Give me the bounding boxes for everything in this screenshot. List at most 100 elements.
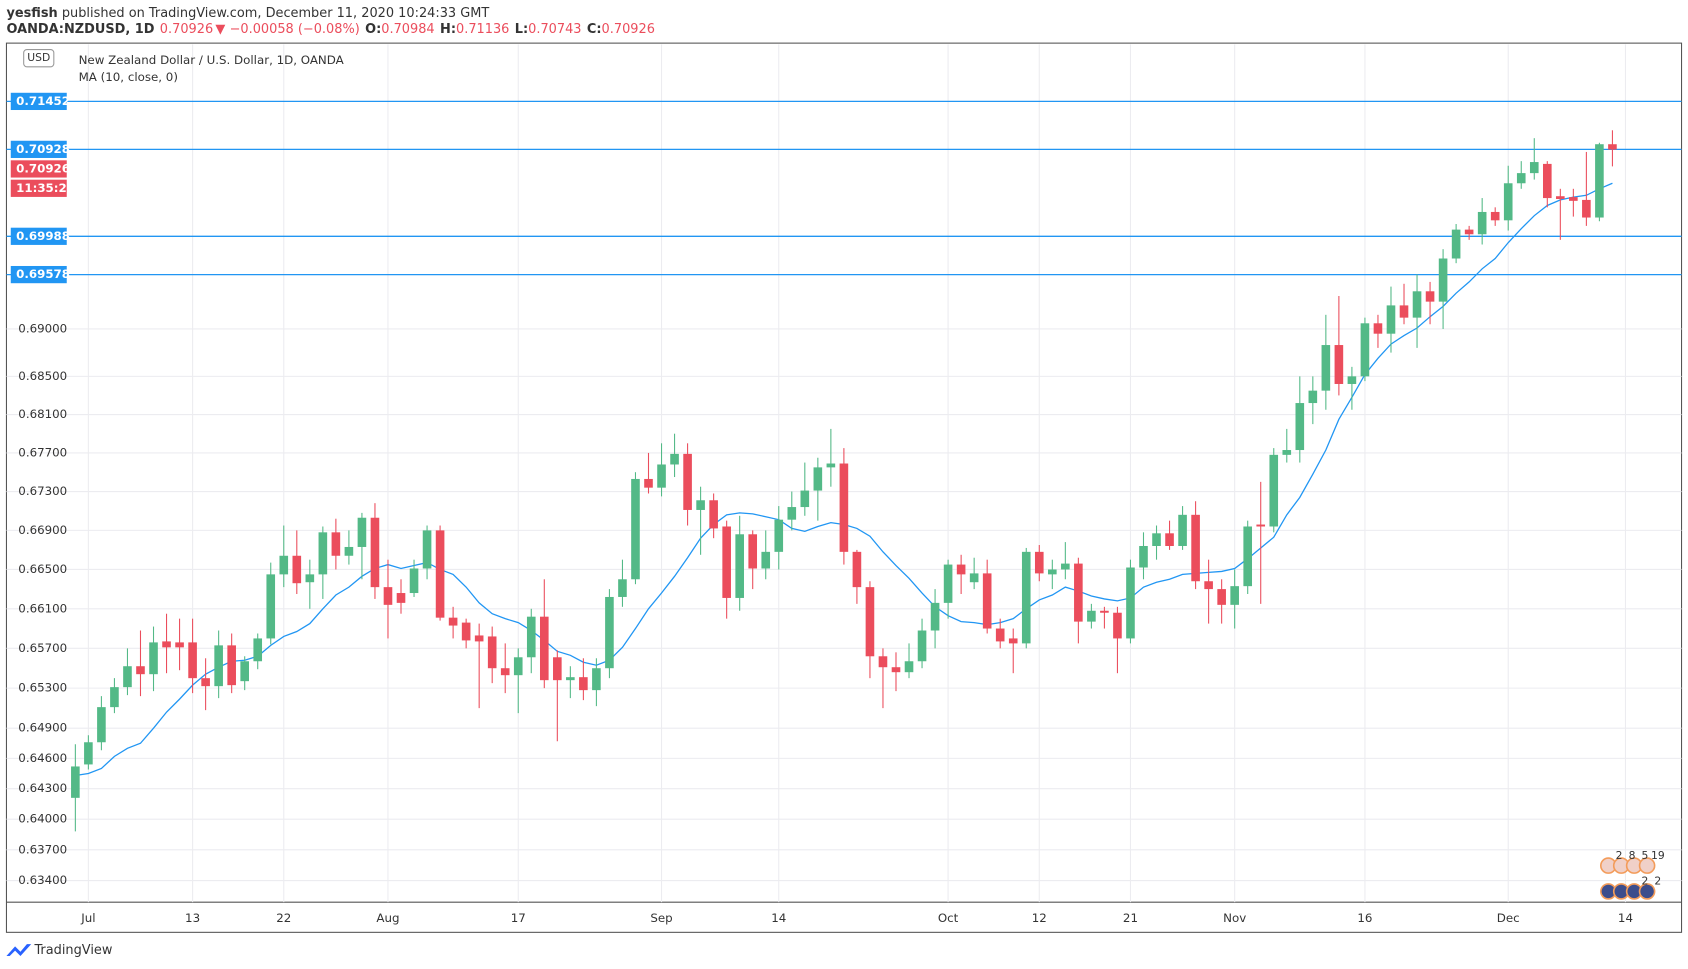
candle-body [1464,229,1474,235]
price: 0.70926 [160,22,213,37]
x-tick-label: Jul [80,911,95,925]
candle-body [110,687,119,708]
candle-body [696,500,705,510]
quote-value: 0.70926 [602,22,655,37]
price-label-box [10,92,67,111]
event-icon[interactable] [1638,857,1656,874]
candle-body [1165,533,1174,546]
y-tick-label: 0.67700 [18,445,67,459]
candle-body [1204,581,1213,590]
candle-body [1438,258,1448,302]
candle-body [709,500,718,529]
candle-body [71,766,80,798]
candle-body [1334,345,1344,384]
candle-body [1412,291,1422,318]
candle-body [579,677,588,691]
quote-line: OANDA:NZDUSD, 1D 0.70926 ▼ −0.00058 (−0.08%… [6,22,654,37]
candle-body [1503,183,1513,221]
candle-body [1256,524,1266,527]
y-tick-label: 0.63400 [18,873,67,887]
y-tick-label: 0.66500 [18,562,67,576]
candle-body [670,453,679,465]
footer-logo [6,944,32,957]
currency-badge[interactable] [23,49,55,68]
candle-body [813,467,823,491]
candle-body [383,587,393,605]
candle-body [370,517,380,588]
x-tick-label: Sep [650,911,672,925]
candle-body [448,617,458,626]
candle-body [1399,305,1409,318]
last-price-label: 0.70926 [16,161,70,175]
candle-body [904,661,914,673]
y-tick-label: 0.66100 [18,601,67,615]
candle-body [97,707,106,743]
candle-body [1100,610,1109,613]
candle-body [136,666,145,675]
candle-body [826,463,836,468]
candle-body [1048,569,1057,575]
candle-body [305,574,315,583]
candle-body [735,534,744,598]
x-tick-label: Dec [1497,911,1520,925]
candle-body [227,645,236,686]
candle-body [539,616,549,681]
candle-body [1477,211,1487,235]
candle-body [435,530,445,618]
candle-body [396,593,406,603]
candle-body [644,478,653,488]
y-tick-label: 0.64600 [18,751,67,765]
candle-body [839,463,849,552]
candle-body [722,526,731,598]
candle-body [748,534,758,569]
price-label: 0.69988 [16,229,70,243]
candle-body [1556,196,1565,199]
price-label-box [10,265,67,284]
symbol: OANDA:NZDUSD, 1D [6,22,154,37]
candle-body [409,568,419,594]
y-tick-label: 0.65300 [18,681,67,695]
price-label: 0.71452 [16,94,70,108]
event-count: 5 [1642,849,1649,862]
y-tick-label: 0.63700 [18,842,67,856]
candle-body [865,587,875,657]
candle-body [995,628,1005,642]
y-tick-label: 0.64000 [18,812,67,826]
candle-body [930,602,940,631]
candle-body [592,668,601,691]
x-tick-label: 16 [1357,911,1372,925]
candle-body [188,642,197,679]
x-tick-label: 22 [276,911,291,925]
published: published on TradingView.com, December 1… [58,5,490,20]
chart-frame [5,42,1683,933]
event-count: 8 [1629,849,1636,862]
candle-body [331,532,341,556]
price-label-box [10,140,67,158]
legend-title: New Zealand Dollar / U.S. Dollar, 1D, OA… [79,53,344,67]
logo-icon [6,944,32,957]
candle-body [123,666,132,688]
candle-body [1425,291,1435,302]
candle-body [266,574,276,639]
candle-body [1008,638,1018,644]
candle-body [1061,563,1070,570]
candle-body [969,573,979,583]
x-tick-label: Aug [376,911,399,925]
author: yesfish [6,5,57,20]
event-count: 19 [1651,849,1665,862]
countdown-box [10,179,67,197]
y-tick-label: 0.64900 [18,721,67,735]
event-count: 2 [1616,849,1623,862]
candle-body [956,564,966,575]
candle-body [943,564,953,603]
x-tick-label: 12 [1032,911,1047,925]
quote-value: 0.70984 [381,22,434,37]
candle-body [1516,173,1526,184]
candle-body [1087,610,1096,622]
change: −0.00058 (−0.08%) [230,22,360,37]
footer-brand: TradingView [33,943,112,958]
candle-body [1126,567,1135,639]
event-icon[interactable] [1638,883,1656,900]
